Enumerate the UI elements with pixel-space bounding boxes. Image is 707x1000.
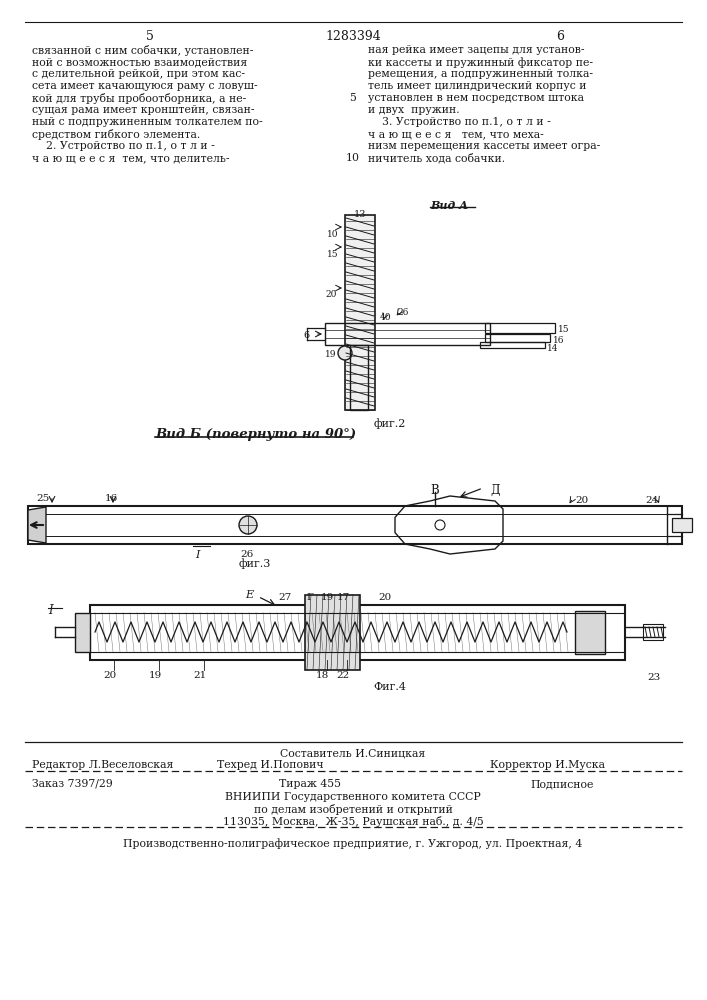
Text: тель имеет цилиндрический корпус и: тель имеет цилиндрический корпус и <box>368 81 587 91</box>
Text: 21: 21 <box>194 672 206 680</box>
Text: ч а ю щ е е с я  тем, что делитель-: ч а ю щ е е с я тем, что делитель- <box>32 153 230 163</box>
Text: сета имеет качающуюся раму с ловуш-: сета имеет качающуюся раму с ловуш- <box>32 81 257 91</box>
Text: 16: 16 <box>105 494 118 503</box>
Text: 5: 5 <box>146 30 154 43</box>
Bar <box>672 518 692 532</box>
Text: Тираж 455: Тираж 455 <box>279 779 341 789</box>
Text: 113035, Москва,  Ж-35, Раушская наб., д. 4/5: 113035, Москва, Ж-35, Раушская наб., д. … <box>223 816 484 827</box>
Text: 13: 13 <box>354 210 366 219</box>
Text: 26: 26 <box>240 550 253 559</box>
Text: Г: Г <box>307 592 313 601</box>
Text: 14: 14 <box>547 344 559 353</box>
Bar <box>350 345 368 410</box>
Text: кой для трубы пробоотборника, а не-: кой для трубы пробоотборника, а не- <box>32 93 246 104</box>
Text: 2. Устройство по п.1, о т л и -: 2. Устройство по п.1, о т л и - <box>32 141 215 151</box>
Bar <box>305 594 360 670</box>
Text: Редактор Л.Веселовская: Редактор Л.Веселовская <box>32 760 173 770</box>
Text: 23: 23 <box>647 674 660 682</box>
Text: с делительной рейкой, при этом кас-: с делительной рейкой, при этом кас- <box>32 69 245 79</box>
Text: 1283394: 1283394 <box>325 30 381 43</box>
Text: Д: Д <box>490 484 500 497</box>
Text: 26: 26 <box>397 308 409 317</box>
Text: 22: 22 <box>336 672 349 680</box>
Bar <box>575 610 605 654</box>
Text: E: E <box>245 590 253 600</box>
Text: I: I <box>195 550 199 560</box>
Bar <box>75 612 90 652</box>
Circle shape <box>338 346 352 360</box>
Text: В: В <box>430 484 439 497</box>
Text: 25: 25 <box>36 494 49 503</box>
Bar <box>485 323 555 333</box>
Bar <box>345 215 375 410</box>
Text: по делам изобретений и открытий: по делам изобретений и открытий <box>254 804 452 815</box>
Text: сущая рама имеет кронштейн, связан-: сущая рама имеет кронштейн, связан- <box>32 105 255 115</box>
Text: 6: 6 <box>556 30 564 43</box>
Text: ный с подпружиненным толкателем по-: ный с подпружиненным толкателем по- <box>32 117 262 127</box>
Text: Вид А: Вид А <box>430 200 468 211</box>
Text: ная рейка имеет зацепы для установ-: ная рейка имеет зацепы для установ- <box>368 45 585 55</box>
Text: 27: 27 <box>279 592 291 601</box>
Bar <box>485 334 550 342</box>
Text: фиг.2: фиг.2 <box>374 418 407 429</box>
Text: ки кассеты и пружинный фиксатор пе-: ки кассеты и пружинный фиксатор пе- <box>368 57 593 68</box>
Text: 18: 18 <box>316 672 329 680</box>
Text: 20: 20 <box>575 496 588 505</box>
Bar <box>28 506 682 544</box>
Text: ничитель хода собачки.: ничитель хода собачки. <box>368 153 505 164</box>
Text: Техред И.Попович: Техред И.Попович <box>216 760 323 770</box>
Text: низм перемещения кассеты имеет огра-: низм перемещения кассеты имеет огра- <box>368 141 600 151</box>
Text: Составитель И.Синицкая: Составитель И.Синицкая <box>281 748 426 758</box>
Text: 24: 24 <box>645 496 658 505</box>
Text: установлен в нем посредством штока: установлен в нем посредством штока <box>368 93 584 103</box>
Bar <box>480 342 545 348</box>
Text: 19: 19 <box>325 350 337 359</box>
Text: 19: 19 <box>320 592 334 601</box>
Text: ВНИИПИ Государственного комитета СССР: ВНИИПИ Государственного комитета СССР <box>225 792 481 802</box>
Text: 15: 15 <box>327 250 339 259</box>
Text: 10: 10 <box>346 153 360 163</box>
Text: 20: 20 <box>325 290 337 299</box>
Text: Фиг.4: Фиг.4 <box>373 682 407 692</box>
Text: 5: 5 <box>349 93 356 103</box>
Text: связанной с ним собачки, установлен-: связанной с ним собачки, установлен- <box>32 45 253 56</box>
Text: фиг.3: фиг.3 <box>239 558 271 569</box>
Text: Корректор И.Муска: Корректор И.Муска <box>490 760 605 770</box>
Text: 20: 20 <box>378 592 392 601</box>
Text: ч а ю щ е е с я   тем, что меха-: ч а ю щ е е с я тем, что меха- <box>368 129 544 139</box>
Text: 16: 16 <box>553 336 564 345</box>
Text: Подписное: Подписное <box>530 779 593 789</box>
Text: 40: 40 <box>380 313 392 322</box>
Text: Заказ 7397/29: Заказ 7397/29 <box>32 779 112 789</box>
Bar <box>325 323 490 345</box>
Text: 17: 17 <box>337 592 350 601</box>
Text: 15: 15 <box>558 325 570 334</box>
Text: 19: 19 <box>148 672 162 680</box>
Text: 10: 10 <box>327 230 339 239</box>
Bar <box>90 604 625 660</box>
Text: 3. Устройство по п.1, о т л и -: 3. Устройство по п.1, о т л и - <box>368 117 551 127</box>
Circle shape <box>239 516 257 534</box>
Text: и двух  пружин.: и двух пружин. <box>368 105 460 115</box>
Text: ремещения, а подпружиненный толка-: ремещения, а подпружиненный толка- <box>368 69 593 79</box>
Text: 20: 20 <box>103 672 117 680</box>
Text: средством гибкого элемента.: средством гибкого элемента. <box>32 129 200 140</box>
Text: Производственно-полиграфическое предприятие, г. Ужгород, ул. Проектная, 4: Производственно-полиграфическое предприя… <box>124 838 583 849</box>
Text: I: I <box>48 604 52 617</box>
Polygon shape <box>28 507 46 543</box>
Bar <box>643 624 663 640</box>
Text: 6: 6 <box>303 331 309 340</box>
Text: Вид Б (повернуто на 90°): Вид Б (повернуто на 90°) <box>155 428 356 441</box>
Text: ной с возможностью взаимодействия: ной с возможностью взаимодействия <box>32 57 247 67</box>
